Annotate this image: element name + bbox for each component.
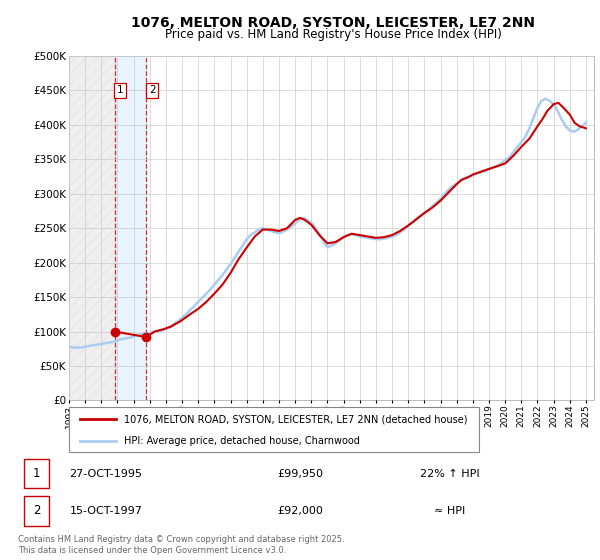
Text: 2: 2 bbox=[149, 86, 155, 95]
FancyBboxPatch shape bbox=[23, 459, 49, 488]
Text: 1: 1 bbox=[117, 86, 124, 95]
Text: £92,000: £92,000 bbox=[277, 506, 323, 516]
Text: 1076, MELTON ROAD, SYSTON, LEICESTER, LE7 2NN (detached house): 1076, MELTON ROAD, SYSTON, LEICESTER, LE… bbox=[124, 414, 467, 424]
Text: Contains HM Land Registry data © Crown copyright and database right 2025.
This d: Contains HM Land Registry data © Crown c… bbox=[18, 535, 344, 554]
FancyBboxPatch shape bbox=[69, 408, 479, 451]
Text: 27-OCT-1995: 27-OCT-1995 bbox=[70, 469, 143, 479]
Text: ≈ HPI: ≈ HPI bbox=[434, 506, 466, 516]
Text: 22% ↑ HPI: 22% ↑ HPI bbox=[420, 469, 479, 479]
FancyBboxPatch shape bbox=[23, 496, 49, 525]
Text: 15-OCT-1997: 15-OCT-1997 bbox=[70, 506, 142, 516]
Text: 1076, MELTON ROAD, SYSTON, LEICESTER, LE7 2NN: 1076, MELTON ROAD, SYSTON, LEICESTER, LE… bbox=[131, 16, 535, 30]
Text: Price paid vs. HM Land Registry's House Price Index (HPI): Price paid vs. HM Land Registry's House … bbox=[164, 28, 502, 41]
Bar bbox=[115, 56, 146, 400]
Text: 1: 1 bbox=[33, 468, 40, 480]
Text: HPI: Average price, detached house, Charnwood: HPI: Average price, detached house, Char… bbox=[124, 436, 360, 446]
Bar bbox=[69, 56, 115, 400]
Text: 2: 2 bbox=[33, 505, 40, 517]
Text: £99,950: £99,950 bbox=[277, 469, 323, 479]
